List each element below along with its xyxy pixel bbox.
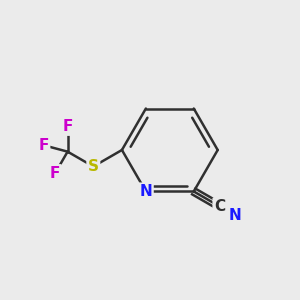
Text: F: F	[50, 166, 60, 181]
Text: S: S	[88, 159, 99, 174]
Text: F: F	[62, 119, 73, 134]
Text: N: N	[140, 184, 152, 199]
Text: F: F	[38, 138, 49, 153]
Text: N: N	[229, 208, 242, 223]
Text: C: C	[214, 199, 225, 214]
